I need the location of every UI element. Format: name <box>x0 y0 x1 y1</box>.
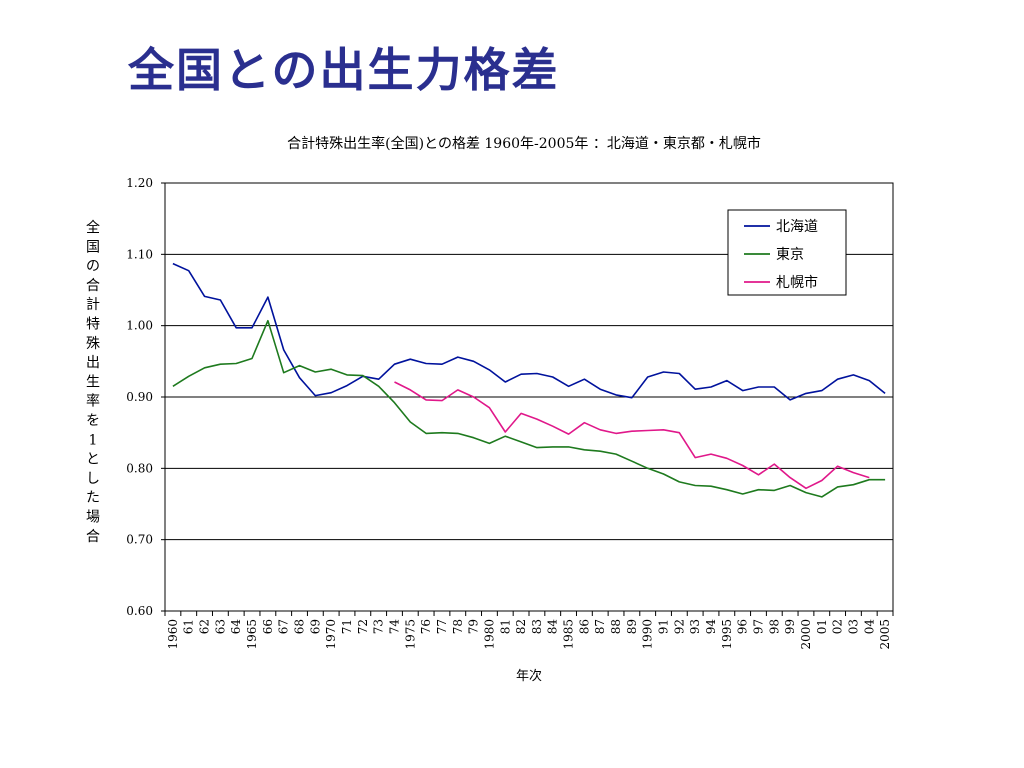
series-line-2 <box>394 381 870 490</box>
x-axis-label: 年次 <box>516 668 542 684</box>
x-tick-label: 1990 <box>641 619 655 650</box>
x-tick-label: 77 <box>435 619 449 634</box>
y-tick-label: 1.00 <box>126 319 153 333</box>
x-tick-label: 1985 <box>562 619 576 650</box>
series-line-1 <box>172 319 886 498</box>
x-tick-label: 84 <box>546 619 560 635</box>
y-tick-label: 1.10 <box>126 247 153 261</box>
x-tick-label: 89 <box>625 619 639 634</box>
x-tick-label: 93 <box>688 619 702 634</box>
y-tick-label: 0.90 <box>126 390 153 404</box>
x-tick-label: 1960 <box>166 619 180 650</box>
x-tick-label: 74 <box>387 619 401 635</box>
x-tick-label: 62 <box>198 619 212 634</box>
slide-title: 全国との出生力格差 <box>128 43 560 97</box>
x-tick-label: 76 <box>419 619 433 634</box>
x-tick-label: 61 <box>182 619 196 634</box>
x-tick-label: 64 <box>229 619 243 635</box>
x-tick-label: 02 <box>831 619 845 634</box>
x-tick-label: 69 <box>308 619 322 634</box>
chart-title: 合計特殊出生率(全国)との格差 1960年-2005年 ：北海道・東京都・札幌市 <box>287 135 761 152</box>
x-tick-label: 94 <box>704 619 718 635</box>
y-axis-label-text: 全国の合計特殊出生率を 1 とした場合 <box>86 219 100 545</box>
x-tick-label: 88 <box>609 619 623 634</box>
x-tick-label: 86 <box>577 619 591 634</box>
x-tick-label: 66 <box>261 619 275 634</box>
x-tick-label: 03 <box>846 619 860 634</box>
x-tick-label: 97 <box>751 619 765 634</box>
x-tick-label: 96 <box>736 619 750 634</box>
x-tick-label: 78 <box>451 619 465 634</box>
x-tick-label: 1995 <box>720 619 734 650</box>
x-axis-ticks: 1960 61 62 63 64 1965 66 67 68 69 1970 71 72 73 74 1975… <box>164 611 894 650</box>
x-tick-label: 72 <box>356 619 370 634</box>
x-tick-label: 91 <box>657 619 671 634</box>
x-tick-label: 2000 <box>799 619 813 650</box>
series-line-0 <box>172 262 886 401</box>
y-tick-label: 0.80 <box>126 461 153 475</box>
x-tick-label: 01 <box>815 619 829 634</box>
legend-box <box>727 209 847 296</box>
x-tick-label: 99 <box>783 619 797 634</box>
x-tick-label: 71 <box>340 619 354 634</box>
x-tick-label: 82 <box>514 619 528 634</box>
x-tick-label: 68 <box>293 619 307 634</box>
y-tick-label: 0.60 <box>126 604 153 618</box>
x-tick-label: 1965 <box>245 619 259 650</box>
series-lines <box>172 262 886 498</box>
y-tick-label: 1.20 <box>126 176 153 190</box>
y-axis-label: 全国の合計特殊出生率を 1 とした場合 <box>86 219 100 545</box>
y-tick-label: 0.70 <box>126 533 153 547</box>
x-tick-label: 98 <box>767 619 781 634</box>
gridlines <box>165 253 893 541</box>
x-tick-label: 92 <box>672 619 686 634</box>
x-tick-label: 2005 <box>878 619 892 650</box>
legend-label: 東京 <box>776 247 804 263</box>
x-tick-label: 79 <box>467 619 481 634</box>
x-tick-label: 87 <box>593 619 607 634</box>
x-tick-label: 73 <box>372 619 386 634</box>
y-axis-ticks: 0.60 0.70 0.80 0.90 1.00 1.10 1.20 <box>126 176 165 618</box>
x-tick-label: 04 <box>862 619 876 635</box>
x-tick-label: 81 <box>498 619 512 634</box>
x-tick-label: 83 <box>530 619 544 634</box>
legend-label: 札幌市 <box>776 274 818 291</box>
legend-label: 北海道 <box>776 219 818 235</box>
x-tick-label: 1970 <box>324 619 338 650</box>
x-tick-label: 1980 <box>482 619 496 650</box>
x-tick-label: 1975 <box>403 619 417 650</box>
x-tick-label: 67 <box>277 619 291 634</box>
x-tick-label: 63 <box>213 619 227 634</box>
